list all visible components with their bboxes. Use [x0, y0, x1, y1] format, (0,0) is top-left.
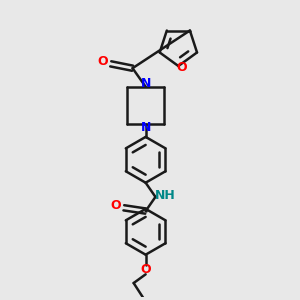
Text: N: N [140, 121, 151, 134]
Text: N: N [140, 77, 151, 90]
Text: O: O [110, 199, 121, 212]
Text: NH: NH [155, 189, 176, 202]
Text: O: O [176, 61, 187, 74]
Text: O: O [98, 55, 108, 68]
Text: O: O [140, 263, 151, 277]
